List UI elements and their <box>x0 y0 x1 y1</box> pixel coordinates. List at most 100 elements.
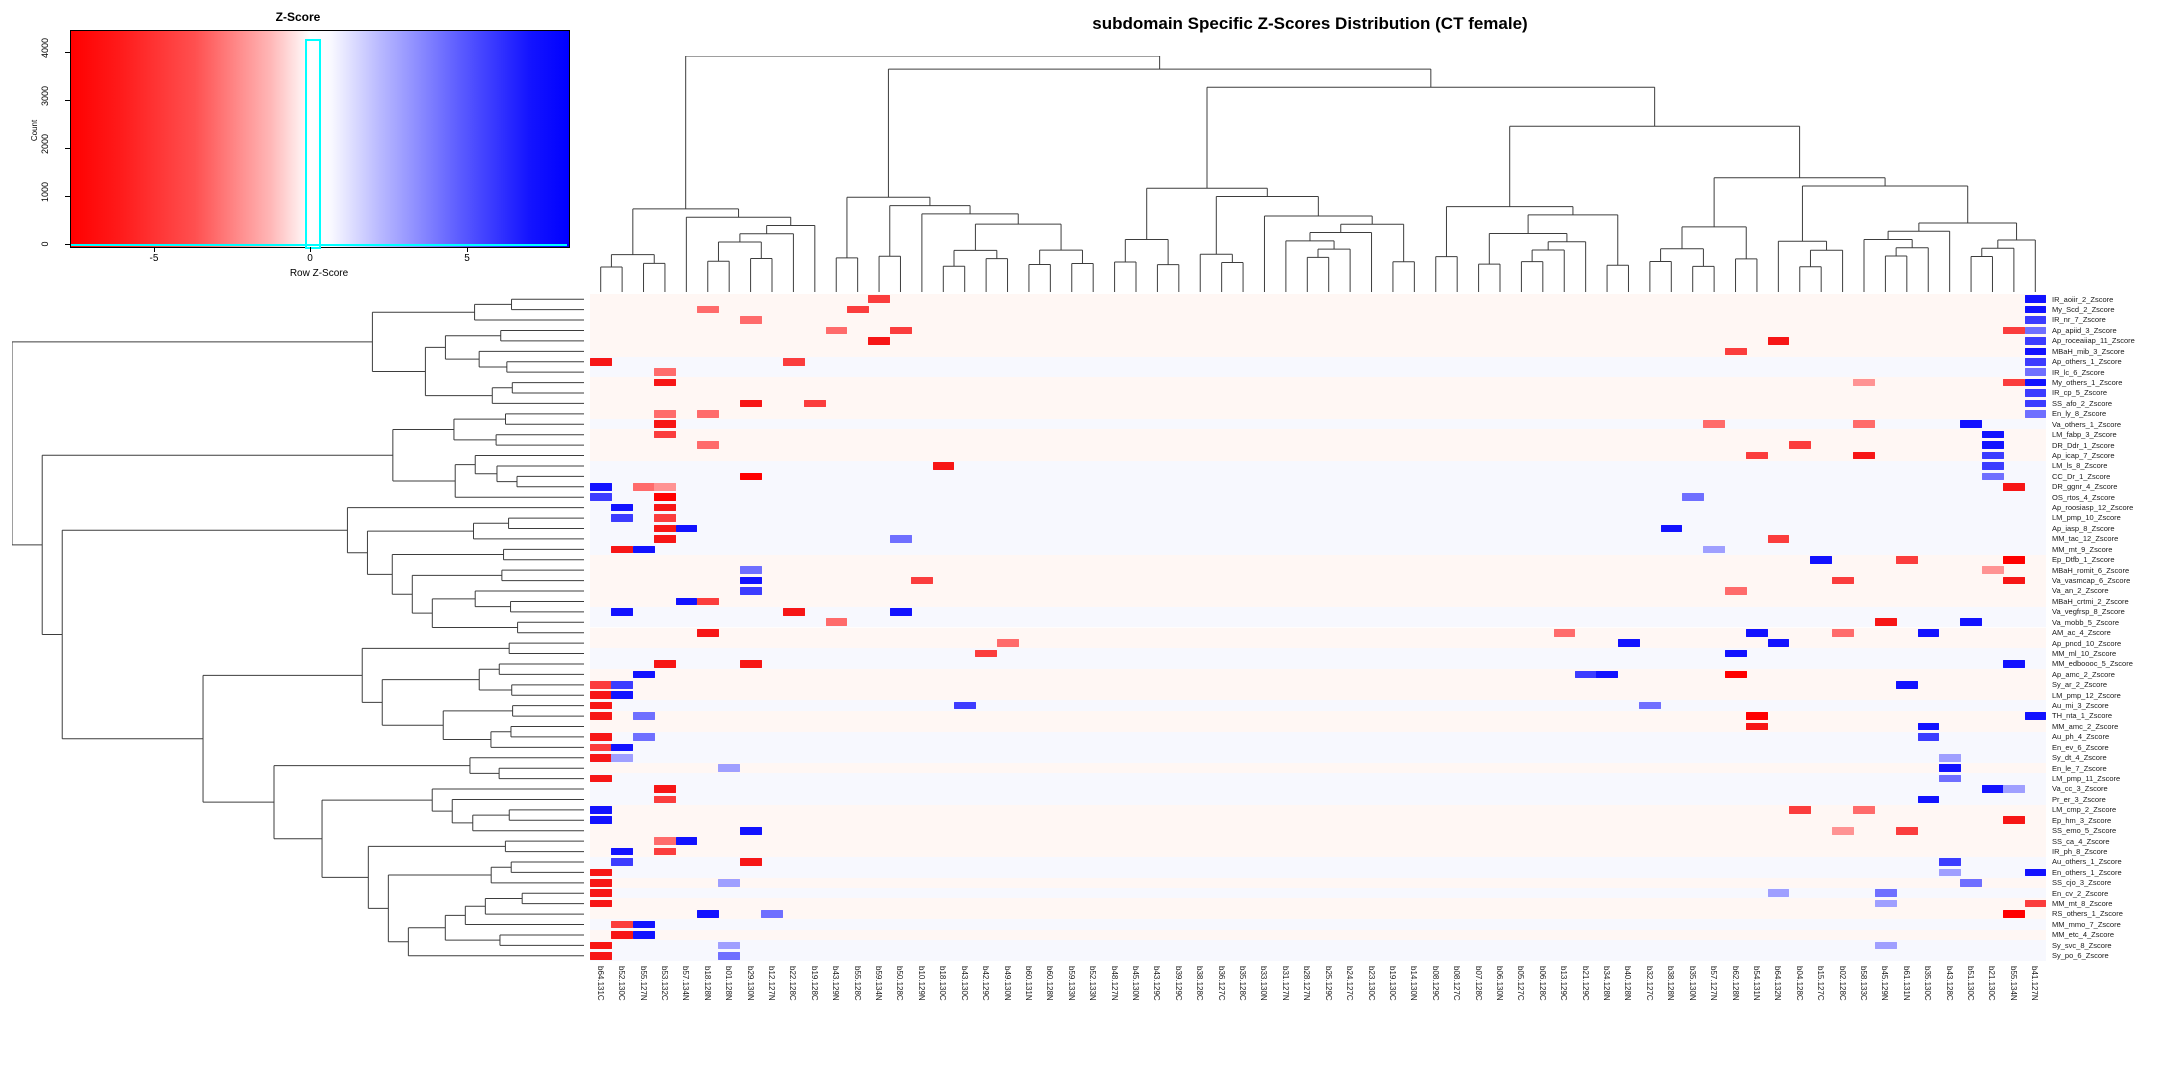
col-label: b43.130C <box>959 966 969 1001</box>
heatmap-row-band <box>590 773 2046 784</box>
heatmap-row-band <box>590 815 2046 826</box>
heatmap-cell <box>697 597 719 606</box>
heatmap-row-band <box>590 575 2046 586</box>
heatmap-cell <box>590 899 612 908</box>
row-label: Au_ph_4_Zscore <box>2052 732 2110 742</box>
col-label: b29.130N <box>745 966 755 1001</box>
heatmap-cell <box>611 545 634 554</box>
heatmap-cell <box>1853 806 1876 814</box>
heatmap-cell <box>654 482 677 491</box>
heatmap-cell <box>1682 493 1704 502</box>
heatmap-cell <box>590 806 612 814</box>
heatmap-cell <box>718 879 741 887</box>
color-key-x-axis-label: Row Z-Score <box>289 268 349 279</box>
col-label: b31.127N <box>1280 966 1290 1001</box>
row-label: IR_lc_6_Zscore <box>2052 367 2105 377</box>
heatmap-cell <box>1574 670 1597 679</box>
row-label: SS_emo_5_Zscore <box>2052 826 2117 836</box>
col-label: b43.128C <box>1944 966 1954 1001</box>
col-label: b15.127C <box>1816 966 1826 1001</box>
key-x-tick <box>310 247 311 252</box>
heatmap-cell <box>1896 555 1918 564</box>
col-label: b33.130N <box>1259 966 1269 1001</box>
row-label: Va_vasmcap_6_Zscore <box>2052 575 2131 585</box>
heatmap-cell <box>1917 628 1940 637</box>
heatmap-cell <box>2003 660 2025 668</box>
col-label: b23.130C <box>1366 966 1376 1001</box>
heatmap-cell <box>1960 618 1983 627</box>
heatmap-cell <box>1981 472 2004 481</box>
heatmap-cell <box>1831 826 1854 835</box>
heatmap-cell <box>846 305 869 314</box>
heatmap-cell <box>1874 618 1897 627</box>
color-key-title: Z-Score <box>275 10 321 24</box>
heatmap-cell <box>611 931 634 939</box>
col-label: b04.128C <box>1794 966 1804 1001</box>
heatmap-cell <box>611 503 634 512</box>
heatmap-cell <box>1938 858 1961 866</box>
heatmap-cell <box>1724 347 1747 356</box>
heatmap-row-band <box>590 314 2046 326</box>
heatmap-row-band <box>590 335 2046 347</box>
col-label: b54.131N <box>1751 966 1761 1001</box>
heatmap-cell <box>611 681 634 689</box>
col-label: b55.128C <box>852 966 862 1001</box>
row-labels: IR_aoiir_2_Zscore My_Scd_2_Zscore IR_nr_7_… <box>2052 294 2158 961</box>
col-label: b25.129C <box>1323 966 1333 1001</box>
row-label: MM_ml_10_Zscore <box>2052 648 2117 658</box>
heatmap-cell <box>1981 566 2004 574</box>
heatmap-cell <box>911 576 933 585</box>
row-label: DR_ggnr_4_Zscore <box>2052 482 2118 492</box>
heatmap-cell <box>1617 639 1640 647</box>
col-label: b40.128N <box>1623 966 1633 1001</box>
col-label: b14.130N <box>1409 966 1419 1001</box>
heatmap-cell <box>739 587 762 595</box>
row-label: MBaH_mib_3_Zscore <box>2052 346 2125 356</box>
key-y-tick <box>65 100 70 101</box>
heatmap-cell <box>2003 785 2025 793</box>
heatmap-cell <box>1981 430 2004 439</box>
col-label: b48.127N <box>1109 966 1119 1001</box>
heatmap-row-band <box>590 502 2046 513</box>
col-label: b06.130N <box>1495 966 1504 1001</box>
heatmap-cell <box>654 430 677 439</box>
heatmap-cell <box>632 670 655 679</box>
heatmap-cell <box>1660 524 1683 533</box>
heatmap-row-band <box>590 356 2046 367</box>
heatmap-cell <box>590 941 612 950</box>
heatmap-row-band <box>590 439 2046 451</box>
heatmap-cell <box>2003 378 2025 387</box>
heatmap-cell <box>954 701 976 710</box>
heatmap-cell <box>697 910 719 918</box>
row-label: AM_ac_4_Zscore <box>2052 628 2111 638</box>
heatmap-row-band <box>590 471 2046 482</box>
col-label: b06.128C <box>1537 966 1547 1001</box>
heatmap-row-band <box>590 752 2046 763</box>
col-label: b55.127N <box>638 966 648 1001</box>
heatmap-cell <box>654 785 677 793</box>
heatmap-cell <box>590 879 612 887</box>
key-x-tick-label: 5 <box>464 253 470 264</box>
row-label: IR_aoiir_2_Zscore <box>2052 294 2114 304</box>
row-label: MBaH_romit_6_Zscore <box>2052 565 2130 575</box>
heatmap-cell <box>611 691 634 700</box>
heatmap-cell <box>1874 899 1897 908</box>
heatmap-cell <box>2024 326 2047 335</box>
col-label: b35.130C <box>1923 966 1933 1001</box>
heatmap-row-band <box>590 617 2046 628</box>
heatmap-row-band <box>590 950 2046 961</box>
heatmap-cell <box>590 951 612 960</box>
heatmap-cell <box>1960 420 1983 429</box>
heatmap-cell <box>718 941 741 950</box>
row-label: Ap_amc_2_Zscore <box>2052 669 2115 679</box>
heatmap-cell <box>590 868 612 877</box>
row-label: MM_mmo_7_Zscore <box>2052 919 2121 929</box>
row-label: LM_ls_8_Zscore <box>2052 461 2108 471</box>
row-label: Ap_pncd_10_Zscore <box>2052 638 2122 648</box>
heatmap-cell <box>654 493 677 502</box>
heatmap-cell <box>675 597 698 606</box>
heatmap-row-band <box>590 325 2046 336</box>
heatmap-cell <box>868 295 891 303</box>
row-label: LM_fabp_3_Zscore <box>2052 430 2117 440</box>
col-label: b34.128N <box>1602 966 1612 1001</box>
